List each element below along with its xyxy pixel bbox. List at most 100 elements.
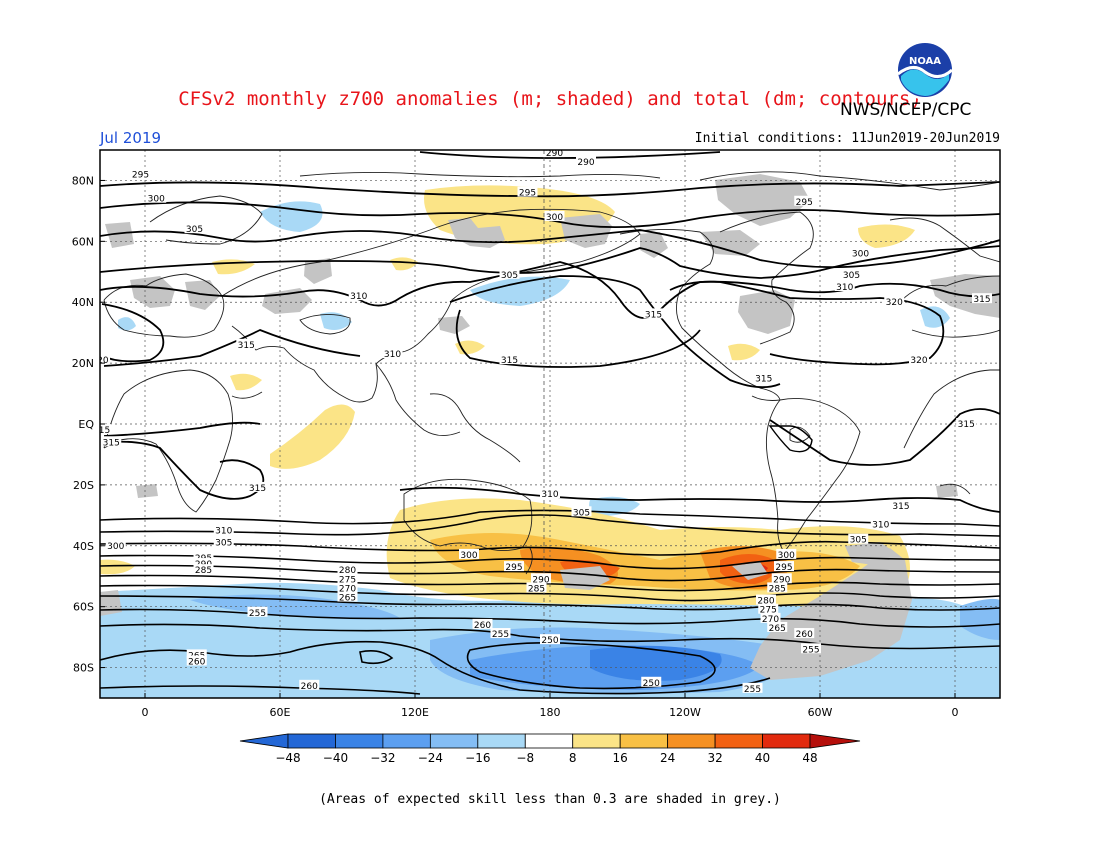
contour-label-bg [337,564,358,575]
contour-label-bg [794,628,815,639]
colorbar-tick-label: −48 [275,751,300,765]
contour-label-text: 315 [892,502,909,512]
contour-label-bg [753,372,774,383]
contour-label-bg [841,268,862,279]
lon-label: 60W [808,706,833,719]
axis-ticks [100,179,956,698]
contour-label: 315 [101,436,122,448]
contour-label: 310 [348,290,369,302]
colorbar-end-high [809,733,861,749]
contour-label: 305 [499,268,520,281]
colorbar-segment [619,733,669,749]
contour-label: 315 [753,372,774,384]
colorbar-tick-label: 24 [660,751,675,765]
contour-label: 290 [544,150,565,159]
contour-label-bg [801,643,821,654]
colorbar-segment [667,733,716,749]
contour-label: 315 [643,308,664,320]
contour-label-text: 295 [132,170,149,180]
colorbar-segment [762,733,811,749]
contour-label-bg [184,223,205,234]
contour-label-bg [100,354,110,365]
contour-label-bg [504,561,524,572]
contour-label: 300 [105,539,126,552]
contour-label-bg [884,296,905,307]
colorbar-tick-label: 40 [755,751,770,765]
contour-label: 315 [972,293,992,305]
contour-label-text: 300 [460,551,477,561]
contour-label-bg [531,573,551,584]
contour-label-bg [472,618,493,629]
contour-label-bg [193,564,214,575]
contour-label-text: 275 [760,606,777,616]
contour-label: 310 [540,488,560,500]
contour-label-bg [576,156,596,167]
contour-label-bg [767,582,788,593]
contour-label-text: 255 [249,609,266,619]
colorbar-end-low [239,733,289,749]
contour-label: 310 [382,347,403,360]
contour-label: 270 [760,612,781,625]
contour-label-bg [236,338,257,349]
contour-label-text: 315 [249,484,266,494]
colorbar-segment [429,733,479,749]
noaa-logo-icon: NOAA [895,40,955,100]
contour-label-text: 265 [339,594,356,604]
contour-label-bg [193,551,214,562]
contour-label: 255 [801,643,821,655]
contour-label-text: 275 [339,575,356,585]
contour-label-bg [834,281,855,291]
contour-label: 320 [100,354,110,366]
contour-label-bg [130,168,151,179]
contour-label: 305 [841,268,862,281]
lat-label: 80N [72,174,94,187]
contour-label-bg [101,436,122,447]
contour-label-bg [213,524,234,535]
contour-label: 275 [337,573,358,585]
contour-label-text: 300 [148,195,165,205]
latitude-labels: 80N 60N 40N 20N EQ 20S 40S 60S 80S [72,174,95,674]
contour-label-text: 315 [958,420,975,430]
contour-label-bg [972,293,992,304]
lat-label: 40S [73,540,94,553]
contour-label-bg [891,500,911,511]
lat-label: 80S [73,662,94,675]
lon-label: 180 [540,706,561,719]
contour-label-text: 305 [843,271,860,281]
contour-label-bg [643,308,664,319]
forecast-month: Jul 2019 [100,129,162,147]
contour-label-bg [499,354,520,365]
contour-label-text: 315 [973,295,990,305]
contour-label-text: 285 [769,584,786,594]
contour-label-bg [776,548,797,559]
contour-label-text: 310 [350,292,367,302]
contour-label: 300 [776,548,797,561]
contour-label-bg [758,603,779,614]
contour-label: 285 [526,582,547,594]
contour-label-text: 310 [384,350,401,360]
colorbar-segment [477,733,526,749]
contour-label-bg [146,192,167,203]
contour-label-bg [774,561,794,572]
contour-label-bg [544,210,565,221]
colorbar-segment [382,733,431,749]
contour-label: 295 [130,168,151,180]
contour-label-bg [337,582,358,593]
contour-label-text: 250 [643,679,660,689]
contour-label: 315 [956,418,977,430]
contour-label-text: 260 [301,682,318,692]
lon-label: 60E [270,706,291,719]
lat-label: 60S [73,601,94,614]
colorbar-segment [287,733,336,749]
contour-label-bg [794,195,815,206]
contour-label-text: 270 [339,584,356,594]
contour-label-text: 305 [850,536,867,546]
colorbar-tick-label: 48 [802,751,817,765]
contour-label-text: 300 [778,551,795,561]
contour-label-text: 250 [541,636,558,646]
contour-label-text: 305 [573,508,590,518]
contour-label-text: 265 [769,624,786,634]
contour-label-text: 285 [528,584,545,594]
contour-label: 260 [794,628,815,640]
contour-label: 305 [848,533,869,546]
